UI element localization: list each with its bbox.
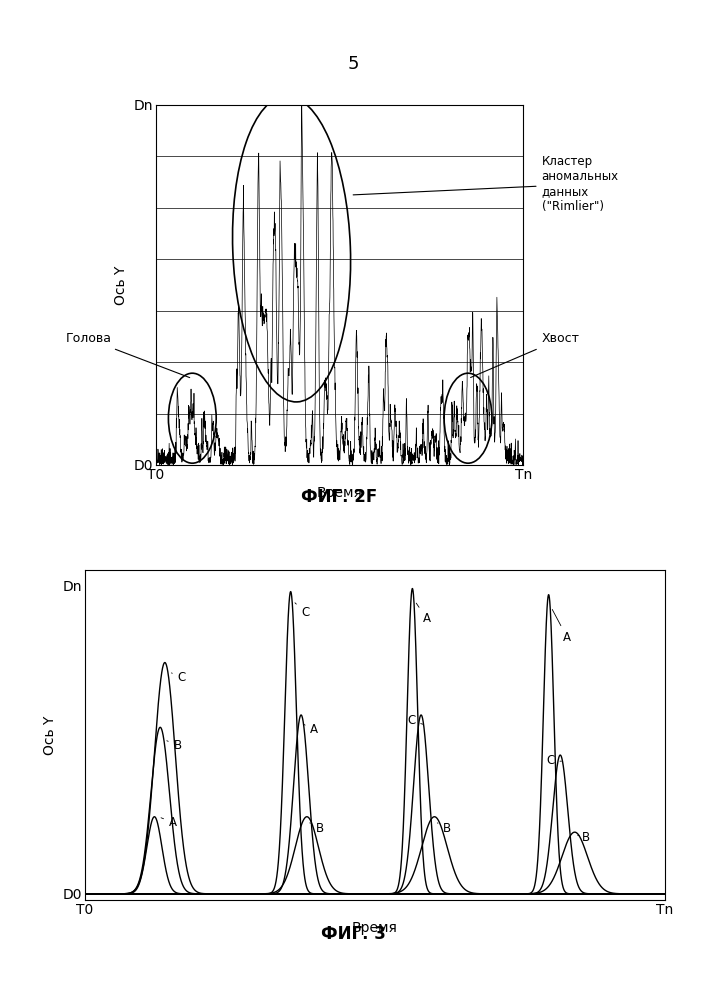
Text: A: A: [416, 603, 431, 625]
Text: Голова: Голова: [66, 332, 189, 378]
Text: C: C: [171, 671, 186, 684]
Text: B: B: [578, 831, 590, 844]
Text: B: B: [438, 822, 451, 835]
Text: A: A: [161, 816, 177, 829]
X-axis label: Время: Время: [317, 486, 362, 500]
Text: C: C: [547, 754, 561, 767]
Text: Хвост: Хвост: [471, 332, 580, 378]
X-axis label: Время: Время: [352, 921, 397, 935]
Text: B: B: [310, 822, 324, 835]
Text: B: B: [167, 739, 182, 752]
Text: C: C: [407, 714, 423, 727]
Text: A: A: [303, 723, 318, 736]
Y-axis label: Ось Y: Ось Y: [43, 715, 57, 755]
Text: Кластер
аномальных
данных
("Rimlier"): Кластер аномальных данных ("Rimlier"): [354, 155, 619, 213]
Text: ФИГ. 3: ФИГ. 3: [321, 925, 386, 943]
Text: 5: 5: [348, 55, 359, 73]
Y-axis label: Ось Y: Ось Y: [114, 265, 128, 305]
Text: C: C: [295, 603, 310, 619]
Text: A: A: [552, 609, 571, 644]
Text: ФИГ. 2F: ФИГ. 2F: [301, 488, 378, 506]
